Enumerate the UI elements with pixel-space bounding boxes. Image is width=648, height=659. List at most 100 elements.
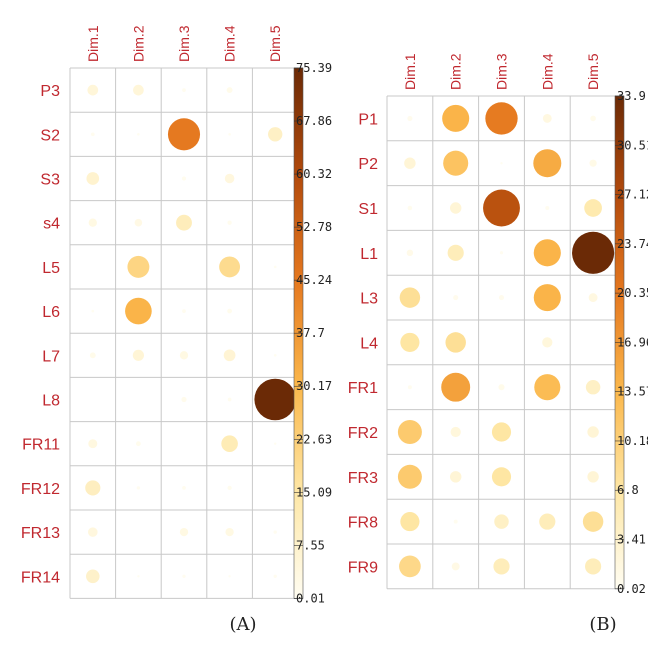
row-label: P1 [358,111,378,128]
heatmap-circle [585,379,601,395]
heatmap-circle [179,351,189,360]
heatmap-circle [400,512,420,532]
heatmap-circle [88,218,97,227]
column-label: Dim.2 [448,53,464,90]
legend-tick-label: 30.17 [296,379,332,393]
heatmap-circle [500,162,503,165]
grid [386,95,617,590]
heatmap-circle [274,442,277,445]
legend-tick-label: 15.09 [296,485,332,499]
heatmap-circle [449,471,462,483]
row-label: L4 [360,335,378,352]
legend-tick-label: 67.86 [296,114,332,128]
heatmap-circle [137,132,140,136]
heatmap-circle [136,441,141,447]
row-label: FR14 [21,569,60,586]
column-label: Dim.4 [539,53,555,90]
heatmap-circle [89,352,96,359]
legend-tick-label: 22.63 [296,432,332,446]
heatmap-circle [590,115,596,122]
heatmap-circle [227,308,232,314]
heatmap-circle [254,378,296,421]
heatmap-circle [572,231,615,274]
legend-tick-label: 3.41 [617,533,646,547]
panel-b: Dim.1 Dim.2 Dim.3 Dim.4 Dim.5 P1 P2 S1 L1 L3 L4 FR1… [348,53,648,635]
heatmap-circle [451,562,460,571]
heatmap-circle [534,374,561,401]
row-label: FR11 [22,437,60,454]
heatmap-circle [273,265,277,269]
heatmap-circle [491,422,512,442]
heatmap-circle [132,349,145,361]
legend-tick-label: 16.96 [617,335,648,349]
heatmap-circle [91,309,95,313]
column-label: Dim.4 [222,25,238,62]
heatmap-circle [533,239,561,267]
heatmap-circle [137,575,140,578]
heatmap-circle [273,530,277,534]
row-label: FR12 [21,481,60,498]
legend-tick-label: 23.74 [617,237,648,251]
column-label: Dim.5 [585,53,601,90]
column-label: Dim.3 [494,53,510,90]
heatmap-circle [182,486,186,490]
heatmap-circle [449,202,462,214]
heatmap-circle [182,88,186,92]
heatmap-circle [397,464,422,489]
heatmap-circle [399,287,421,308]
row-label: FR3 [348,470,378,487]
heatmap-circle [443,150,469,176]
row-label: S1 [358,201,378,218]
heatmap-circle [134,218,143,227]
column-label: Dim.5 [267,25,283,62]
heatmap-circle [447,244,464,261]
heatmap-circle [221,435,238,452]
row-label: L3 [360,291,378,308]
heatmap-circle [167,118,201,151]
heatmap-circle [587,426,599,438]
heatmap-circle [88,527,98,537]
heatmap-circle [542,113,552,123]
heatmap-circle [542,337,553,348]
row-label: FR9 [348,559,378,576]
legend-tick-label: 30.51 [617,138,648,152]
heatmap-circle [499,251,504,255]
legend-tick-label: 10.18 [617,434,648,448]
column-label: Dim.2 [130,25,146,62]
panel-a: Dim.1 Dim.2 Dim.3 Dim.4 Dim.5 P3 S2 S3 s4 L5 L6 L7 L… [21,25,332,635]
row-label: L7 [42,348,60,365]
row-label: S2 [40,127,60,144]
heatmap-circle [86,172,100,185]
heatmap-circle [453,295,459,301]
heatmap-circle [404,157,416,169]
heatmap-circle [498,295,505,301]
heatmap-circle [498,384,505,391]
column-label: Dim.1 [402,53,418,90]
heatmap-circle [585,558,602,575]
heatmap-circle [485,102,518,135]
heatmap-circle [441,372,471,402]
row-label: P2 [358,156,378,173]
heatmap-circle [219,256,241,278]
heatmap-circle [86,569,100,584]
heatmap-circle [453,519,458,524]
row-label: L8 [42,393,60,410]
heatmap-circle [273,353,277,357]
legend-tick-label: 75.39 [296,61,332,75]
heatmap-circle [494,514,509,529]
heatmap-circle [181,176,187,181]
legend-tick-label: 0.01 [296,591,325,605]
heatmap-circle [179,527,189,537]
heatmap-circle [407,205,413,211]
heatmap-circle [589,159,597,167]
heatmap-circle [533,149,562,178]
heatmap-circle [587,471,599,483]
legend-tick-label: 6.8 [617,483,639,497]
row-label: FR8 [348,515,378,532]
heatmap-circle [407,115,413,121]
row-label: L6 [42,304,60,321]
heatmap-circle [268,127,283,142]
heatmap-circle [125,297,152,325]
heatmap-circle [588,293,598,303]
